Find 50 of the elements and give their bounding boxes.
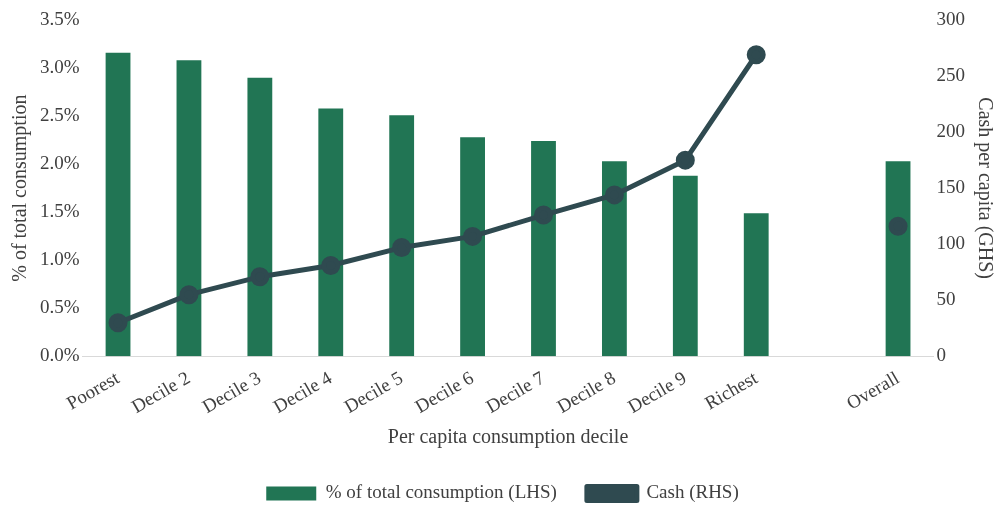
bar <box>531 141 556 357</box>
bar <box>318 108 344 357</box>
bar <box>176 60 202 357</box>
bar <box>743 213 769 357</box>
point <box>746 45 766 65</box>
y2-tick-label: 200 <box>936 120 965 142</box>
y2-tick-label: 0 <box>936 344 946 366</box>
y2-tick-label: 100 <box>936 232 965 254</box>
y2-axis-title: Cash per capita (GHS) <box>973 97 997 279</box>
x-tick-label: Decile 3 <box>198 366 265 417</box>
y-tick-label: 0.5% <box>40 296 80 318</box>
x-axis-title: Per capita consumption decile <box>387 425 629 449</box>
x-tick-label: Decile 2 <box>127 366 194 417</box>
bar <box>672 175 698 357</box>
y2-tick-label: 50 <box>936 288 956 310</box>
bar <box>389 115 415 357</box>
y-tick-label: 2.5% <box>40 104 80 126</box>
y-axis-title: % of total consumption <box>8 94 32 282</box>
y2-tick-label: 250 <box>936 64 965 86</box>
y-tick-label: 0.0% <box>40 344 80 366</box>
x-tick-label: Decile 9 <box>624 366 690 417</box>
bar <box>247 77 273 357</box>
y-tick-label: 2.0% <box>40 152 80 174</box>
y-tick-label: 3.5% <box>40 7 80 29</box>
point <box>321 256 341 276</box>
bar <box>885 161 911 357</box>
x-tick-label: Decile 7 <box>482 366 548 417</box>
bar <box>105 52 131 357</box>
y-tick-label: 3.0% <box>40 56 80 78</box>
x-tick-label: Decile 4 <box>269 366 336 417</box>
bar <box>602 161 627 357</box>
point <box>250 267 270 287</box>
bar <box>460 137 485 357</box>
legend-label: % of total consumption (LHS) <box>325 481 557 504</box>
x-tick-label: Decile 6 <box>411 366 478 417</box>
y-tick-label: 1.5% <box>40 200 80 222</box>
y2-tick-label: 300 <box>936 7 965 29</box>
point <box>533 205 553 225</box>
x-tick-label: Decile 8 <box>553 366 619 417</box>
legend-label: Cash (RHS) <box>646 481 739 504</box>
point <box>463 226 483 246</box>
y-tick-label: 1.0% <box>40 248 80 270</box>
point <box>392 238 412 258</box>
point <box>604 185 624 205</box>
x-tick-label: Decile 5 <box>340 366 407 417</box>
y2-tick-label: 150 <box>936 176 965 198</box>
point <box>675 150 695 170</box>
point <box>108 313 128 333</box>
point <box>179 285 199 305</box>
point <box>888 216 908 236</box>
